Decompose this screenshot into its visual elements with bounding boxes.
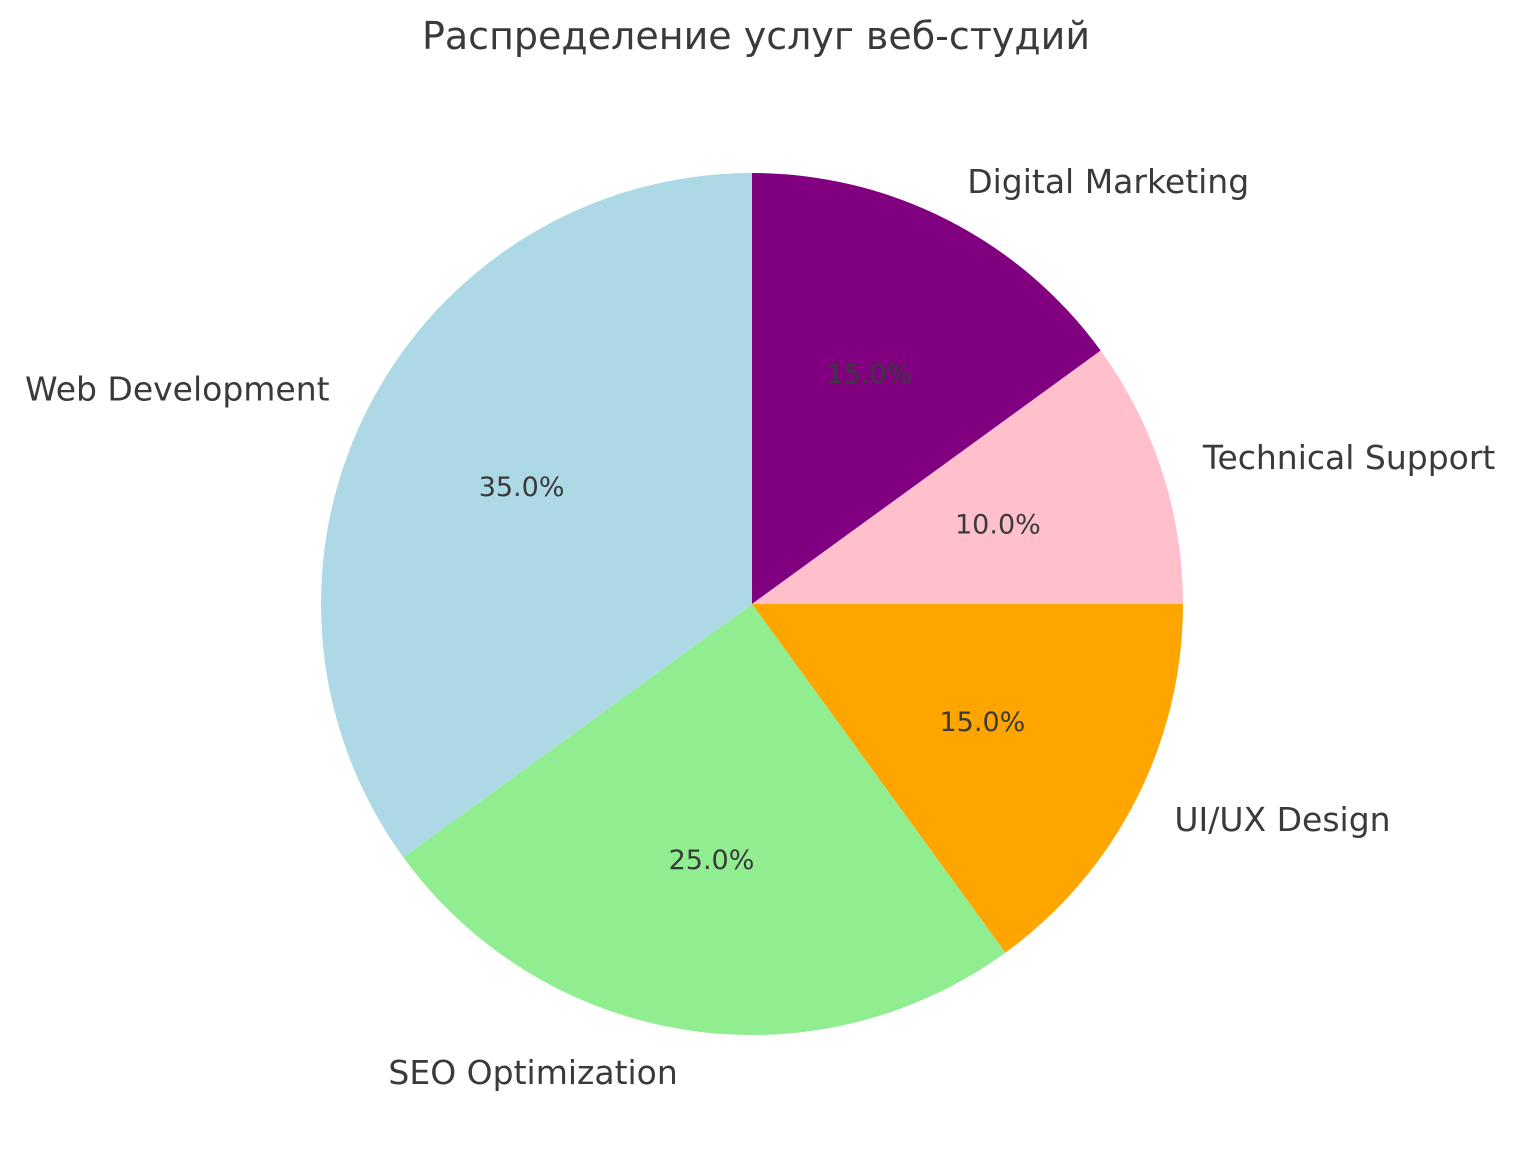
pie-label-technical-support: Technical Support <box>1202 438 1496 477</box>
pie-label-seo-optimization: SEO Optimization <box>388 1053 677 1092</box>
pie-label-web-development: Web Development <box>25 369 330 408</box>
chart-title: Распределение услуг веб-студий <box>421 14 1091 58</box>
pie-slice-ui-ux-design <box>752 604 1183 953</box>
pie-slice-web-development <box>320 172 752 858</box>
pie-percent-web-development: 35.0% <box>479 472 565 503</box>
pie-label-digital-marketing: Digital Marketing <box>967 162 1249 201</box>
pie-slice-digital-marketing <box>752 173 1101 604</box>
pie-slice-seo-optimization <box>403 604 1006 1036</box>
pie-percent-ui-ux-design: 15.0% <box>940 707 1026 738</box>
pie-percent-digital-marketing: 15.0% <box>827 359 913 390</box>
pie-label-ui-ux-design: UI/UX Design <box>1174 800 1390 839</box>
pie-slice-technical-support <box>752 350 1183 604</box>
pie-percent-seo-optimization: 25.0% <box>669 845 755 876</box>
pie-percent-technical-support: 10.0% <box>955 510 1041 541</box>
